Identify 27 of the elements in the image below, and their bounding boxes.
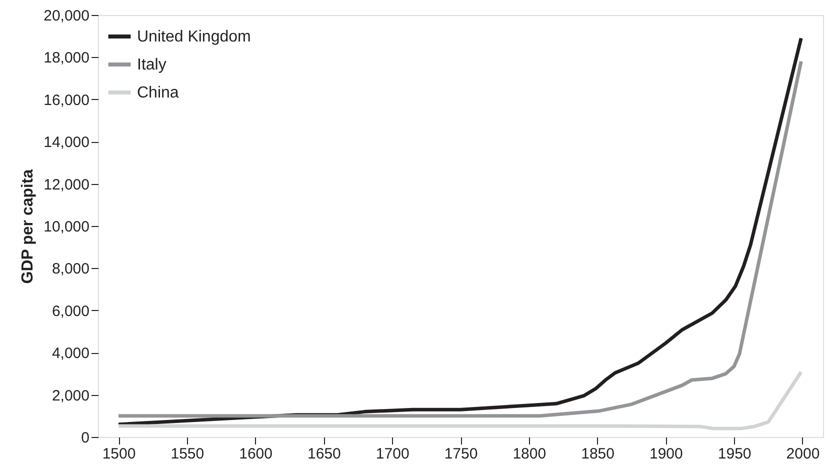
y-tick-label: 10,000 — [44, 218, 90, 236]
y-tick-label: 18,000 — [44, 50, 90, 67]
y-tick-label: 0 — [81, 430, 90, 446]
x-tick-label: 1750 — [444, 446, 478, 462]
x-tick-label: 1950 — [718, 446, 752, 462]
x-tick-label: 2000 — [786, 446, 820, 462]
x-tick-label: 1900 — [650, 446, 683, 462]
x-tick-label: 1550 — [170, 446, 204, 462]
x-tick-label: 1700 — [376, 446, 410, 462]
y-tick-label: 12,000 — [44, 176, 90, 194]
y-tick-label: 20,000 — [44, 8, 90, 24]
y-tick-label: 6,000 — [52, 302, 90, 320]
x-tick-label: 1800 — [512, 446, 546, 462]
y-tick-label: 2,000 — [52, 387, 90, 404]
y-tick-label: 14,000 — [44, 134, 90, 152]
x-tick-label: 1500 — [102, 446, 136, 462]
x-tick-label: 1850 — [581, 446, 614, 462]
legend-label: China — [137, 84, 179, 102]
x-tick-label: 1600 — [239, 446, 272, 462]
y-tick-label: 8,000 — [52, 260, 90, 278]
y-tick-label: 4,000 — [52, 345, 90, 362]
legend-label: Italy — [137, 56, 166, 74]
legend-label: United Kingdom — [137, 28, 251, 46]
y-tick-label: 16,000 — [44, 92, 90, 109]
y-axis-title: GDP per capita — [20, 169, 37, 284]
line-series — [116, 370, 803, 430]
x-tick-label: 1650 — [308, 446, 341, 462]
